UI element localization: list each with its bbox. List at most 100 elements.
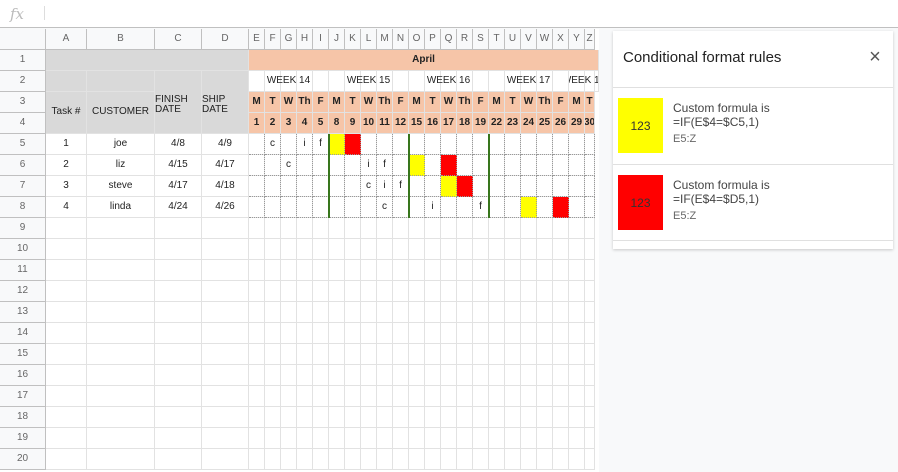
grid-cell[interactable] bbox=[297, 218, 313, 239]
grid-cell[interactable] bbox=[457, 302, 473, 323]
header-blank-cell[interactable] bbox=[46, 50, 249, 71]
grid-cell[interactable] bbox=[249, 218, 265, 239]
grid-cell[interactable] bbox=[249, 323, 265, 344]
task-number-cell[interactable]: 2 bbox=[46, 155, 87, 176]
grid-cell[interactable] bbox=[489, 260, 505, 281]
grid-cell[interactable] bbox=[265, 281, 281, 302]
day-letter-cell[interactable]: M bbox=[409, 92, 425, 113]
column-header-d[interactable]: D bbox=[202, 29, 249, 50]
grid-cell[interactable] bbox=[297, 344, 313, 365]
day-number-cell[interactable]: 30 bbox=[585, 113, 595, 134]
grid-cell[interactable] bbox=[441, 323, 457, 344]
row-header-8[interactable]: 8 bbox=[0, 197, 46, 218]
grid-cell[interactable] bbox=[87, 428, 155, 449]
grid-cell[interactable] bbox=[155, 449, 202, 470]
grid-cell[interactable] bbox=[361, 302, 377, 323]
finish-date-header[interactable]: FINISH DATE bbox=[155, 77, 202, 134]
grid-cell[interactable] bbox=[202, 386, 249, 407]
grid-cell[interactable] bbox=[345, 386, 361, 407]
grid-cell[interactable] bbox=[265, 260, 281, 281]
grid-cell[interactable] bbox=[249, 239, 265, 260]
grid-cell[interactable] bbox=[537, 281, 553, 302]
grid-cell[interactable] bbox=[361, 239, 377, 260]
row-header-5[interactable]: 5 bbox=[0, 134, 46, 155]
day-cell[interactable] bbox=[377, 134, 393, 155]
spreadsheet-grid[interactable]: A B C D E F G H I J K L M N O P Q R S T U V W X Y Z 1 2 3 4 5 6 7 8 9 10 11 1… bbox=[0, 29, 599, 472]
grid-cell[interactable] bbox=[585, 344, 595, 365]
grid-cell[interactable] bbox=[393, 218, 409, 239]
grid-cell[interactable] bbox=[569, 386, 585, 407]
row-header-15[interactable]: 15 bbox=[0, 344, 46, 365]
day-letter-cell[interactable]: T bbox=[265, 92, 281, 113]
finish-date-cell[interactable]: 4/17 bbox=[155, 176, 202, 197]
grid-cell[interactable] bbox=[457, 386, 473, 407]
row-header-7[interactable]: 7 bbox=[0, 176, 46, 197]
day-cell[interactable] bbox=[297, 197, 313, 218]
grid-cell[interactable] bbox=[569, 239, 585, 260]
grid-cell[interactable] bbox=[505, 386, 521, 407]
grid-cell[interactable] bbox=[249, 386, 265, 407]
grid-cell[interactable] bbox=[537, 344, 553, 365]
day-cell[interactable] bbox=[553, 176, 569, 197]
day-letter-cell[interactable]: F bbox=[553, 92, 569, 113]
grid-cell[interactable] bbox=[393, 260, 409, 281]
grid-cell[interactable] bbox=[249, 365, 265, 386]
grid-cell[interactable] bbox=[329, 239, 345, 260]
grid-cell[interactable] bbox=[489, 323, 505, 344]
grid-cell[interactable] bbox=[505, 281, 521, 302]
grid-cell[interactable] bbox=[489, 386, 505, 407]
grid-cell[interactable] bbox=[345, 323, 361, 344]
day-cell[interactable] bbox=[249, 134, 265, 155]
grid-cell[interactable] bbox=[377, 449, 393, 470]
task-number-cell[interactable]: 3 bbox=[46, 176, 87, 197]
grid-cell[interactable] bbox=[202, 218, 249, 239]
grid-cell[interactable] bbox=[425, 281, 441, 302]
grid-cell[interactable] bbox=[473, 260, 489, 281]
grid-cell[interactable] bbox=[87, 407, 155, 428]
grid-cell[interactable] bbox=[313, 449, 329, 470]
week-header[interactable]: WEEK 16 bbox=[409, 71, 489, 92]
grid-cell[interactable] bbox=[249, 260, 265, 281]
grid-cell[interactable] bbox=[473, 344, 489, 365]
day-number-cell[interactable]: 15 bbox=[409, 113, 425, 134]
day-cell[interactable] bbox=[489, 197, 505, 218]
day-cell[interactable]: i bbox=[377, 176, 393, 197]
grid-cell[interactable] bbox=[313, 218, 329, 239]
grid-cell[interactable] bbox=[46, 302, 87, 323]
grid-cell[interactable] bbox=[281, 386, 297, 407]
day-number-cell[interactable]: 2 bbox=[265, 113, 281, 134]
day-cell[interactable] bbox=[505, 134, 521, 155]
grid-cell[interactable] bbox=[361, 281, 377, 302]
day-cell[interactable] bbox=[297, 176, 313, 197]
day-cell[interactable] bbox=[537, 176, 553, 197]
grid-cell[interactable] bbox=[297, 365, 313, 386]
column-header-c[interactable]: C bbox=[155, 29, 202, 50]
grid-cell[interactable] bbox=[505, 407, 521, 428]
day-cell[interactable] bbox=[249, 155, 265, 176]
grid-cell[interactable] bbox=[313, 407, 329, 428]
grid-cell[interactable] bbox=[313, 323, 329, 344]
day-cell[interactable] bbox=[585, 176, 595, 197]
grid-cell[interactable] bbox=[313, 344, 329, 365]
grid-cell[interactable] bbox=[585, 386, 595, 407]
grid-cell[interactable] bbox=[345, 218, 361, 239]
day-cell[interactable] bbox=[489, 176, 505, 197]
grid-cell[interactable] bbox=[569, 281, 585, 302]
row-header-3[interactable]: 3 bbox=[0, 92, 46, 113]
grid-cell[interactable] bbox=[425, 449, 441, 470]
day-cell[interactable] bbox=[345, 176, 361, 197]
grid-cell[interactable] bbox=[537, 260, 553, 281]
grid-cell[interactable] bbox=[505, 239, 521, 260]
grid-cell[interactable] bbox=[281, 302, 297, 323]
day-cell[interactable]: c bbox=[281, 155, 297, 176]
grid-cell[interactable] bbox=[329, 386, 345, 407]
grid-cell[interactable] bbox=[329, 449, 345, 470]
day-cell[interactable] bbox=[441, 176, 457, 197]
grid-cell[interactable] bbox=[521, 323, 537, 344]
grid-cell[interactable] bbox=[425, 365, 441, 386]
day-cell[interactable] bbox=[505, 197, 521, 218]
grid-cell[interactable] bbox=[87, 302, 155, 323]
day-cell[interactable] bbox=[249, 197, 265, 218]
grid-cell[interactable] bbox=[585, 302, 595, 323]
grid-cell[interactable] bbox=[521, 449, 537, 470]
